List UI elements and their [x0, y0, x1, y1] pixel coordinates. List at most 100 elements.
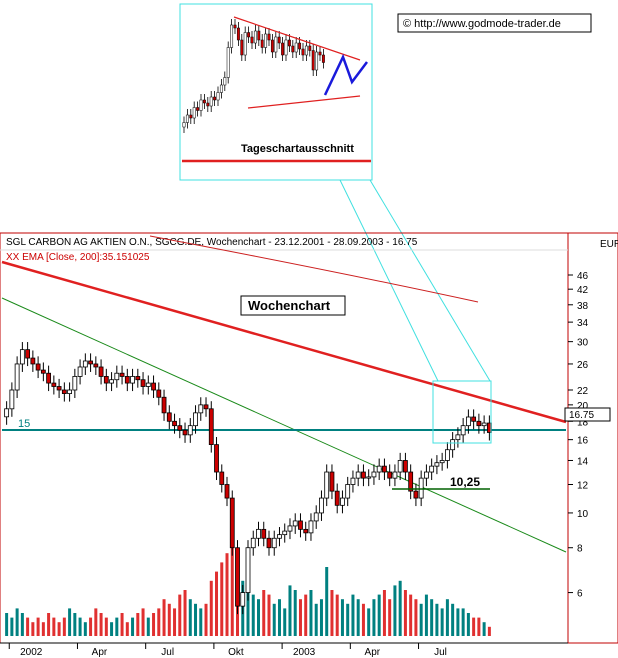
candle-body — [282, 530, 288, 536]
volume-bar — [335, 594, 339, 636]
volume-bar — [78, 617, 82, 636]
resistance-trendline — [1, 260, 567, 424]
candle-body — [88, 360, 93, 365]
volume-bar — [451, 603, 455, 636]
inset-candle-body — [199, 99, 203, 111]
inset-candle-body — [264, 33, 268, 48]
candle-body — [340, 497, 345, 506]
y-axis-panel — [567, 232, 618, 644]
candle-body — [424, 471, 429, 479]
volume-bar — [68, 608, 72, 636]
candle-body — [67, 389, 72, 394]
candle-body — [313, 512, 319, 522]
volume-bar — [36, 617, 40, 636]
x-tick-label: Jul — [434, 647, 447, 658]
candle-body — [481, 422, 487, 427]
candle-body — [82, 360, 88, 368]
volume-bar — [419, 603, 423, 636]
candle-body — [444, 449, 450, 461]
candle-body — [350, 477, 356, 485]
volume-bar — [477, 617, 481, 636]
candle-body — [140, 379, 146, 387]
y-tick-label: 30 — [577, 338, 589, 349]
volume-bar — [330, 590, 334, 636]
volume-bar — [10, 617, 14, 636]
candle-body — [361, 471, 366, 479]
candle-body — [208, 408, 214, 446]
main-label: Wochenchart — [248, 298, 331, 313]
inset-candle-body — [321, 54, 325, 63]
inset-resistance-line — [233, 16, 361, 61]
volume-bar — [393, 585, 397, 636]
volume-bar — [215, 571, 219, 636]
candle-body — [329, 471, 335, 492]
inset-candle-body — [209, 96, 213, 107]
chart-title: SGL CARBON AG AKTIEN O.N., SGCG.DE, Woch… — [6, 237, 418, 248]
candle-body — [266, 537, 272, 549]
volume-bar — [225, 553, 229, 636]
volume-bar — [83, 622, 87, 636]
y-tick-label: 18 — [577, 417, 589, 428]
candle-body — [298, 520, 303, 530]
candle-body — [355, 471, 361, 479]
y-tick-label: 42 — [577, 285, 589, 296]
y-tick-label: 14 — [577, 456, 589, 467]
y-axis: 6 8 10 12 14 16 18 20 22 26 30 34 38 42 46 — [568, 271, 589, 600]
inset-candle-body — [219, 84, 223, 93]
support-value: 15 — [18, 418, 30, 430]
candle-body — [271, 537, 277, 549]
inset-chart: Tageschartausschnitt — [179, 3, 373, 181]
inset-candle-body — [240, 39, 244, 56]
volume-bar — [440, 608, 444, 636]
candle-body — [308, 520, 314, 534]
y-tick-label: 12 — [577, 481, 589, 492]
candle-body — [277, 534, 282, 539]
y-tick-label: 38 — [577, 301, 589, 312]
candle-body — [397, 460, 403, 473]
candle-body — [135, 376, 141, 381]
plot-frame — [0, 232, 569, 644]
candle-body — [30, 357, 36, 365]
main-label-box — [240, 295, 346, 316]
inset-candle-body — [311, 50, 315, 71]
candle-body — [145, 382, 151, 387]
volume-bar — [456, 608, 460, 636]
volume-bar — [298, 599, 302, 636]
candle-body — [46, 372, 52, 384]
volume-bar — [398, 580, 402, 636]
volume-bar — [188, 599, 192, 636]
volume-bar — [110, 622, 114, 636]
volume-bar — [256, 599, 260, 636]
volume-bar — [230, 544, 234, 636]
candle-body — [229, 497, 235, 549]
volume-bar — [146, 617, 150, 636]
volume-bar — [152, 613, 156, 636]
inset-candle-body — [236, 27, 240, 41]
volume-bar — [115, 617, 119, 636]
candle-body — [93, 363, 99, 368]
volume-bar — [262, 590, 266, 636]
volume-bar — [209, 580, 213, 636]
inset-candle-body — [284, 39, 288, 56]
candle-body — [256, 528, 261, 539]
inset-candle-body — [192, 107, 196, 119]
candle-body — [51, 382, 57, 387]
volume-bar — [482, 622, 486, 636]
volume-bar — [424, 594, 428, 636]
y-tick-label: 10 — [577, 509, 589, 520]
falling-trendline — [1, 297, 567, 553]
candle-body — [334, 490, 340, 506]
volume-bar — [346, 603, 350, 636]
candle-body — [434, 462, 440, 467]
candle-body — [319, 497, 324, 514]
inset-candle-body — [185, 114, 189, 123]
y-tick-label: 22 — [577, 386, 589, 397]
candle-body — [40, 369, 46, 374]
candle-body — [418, 477, 424, 499]
candle-body — [387, 471, 393, 479]
candle-body — [287, 525, 293, 532]
candle-body — [292, 520, 298, 527]
volume-bar — [377, 594, 381, 636]
inset-candle-body — [233, 24, 237, 29]
candle-body — [235, 547, 240, 607]
